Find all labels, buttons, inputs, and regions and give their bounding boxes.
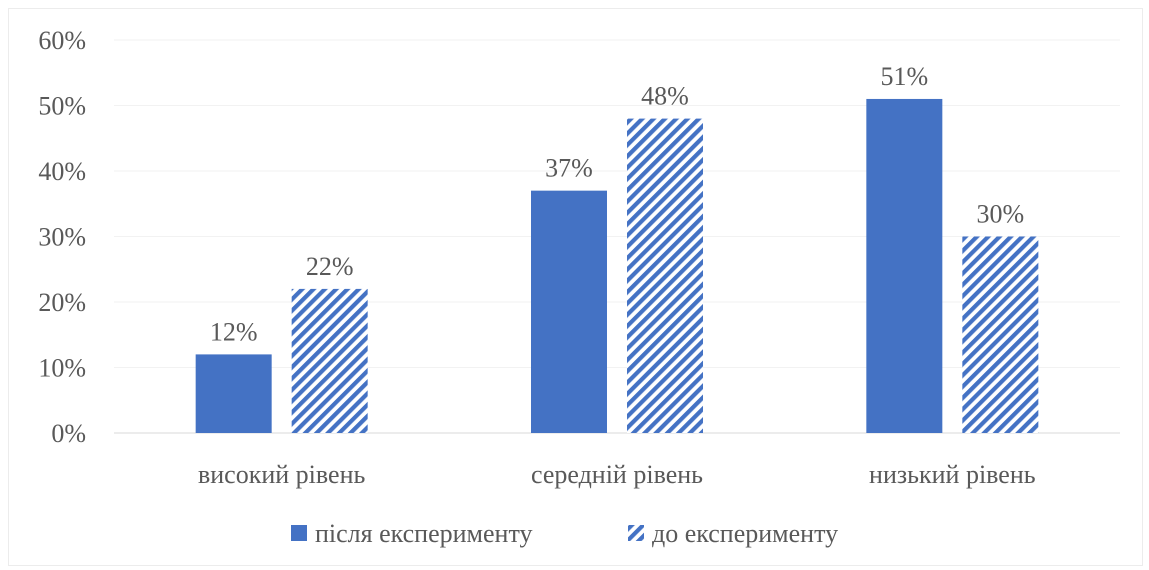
y-tick-label: 40%	[38, 157, 86, 186]
y-tick-label: 10%	[38, 354, 86, 383]
legend-label: після експерименту	[315, 519, 532, 548]
legend-label: до експерименту	[652, 519, 838, 548]
y-tick-label: 50%	[38, 92, 86, 121]
legend-swatch	[628, 525, 644, 541]
x-axis-ticks: високий рівень середній рівень низький рів…	[198, 460, 1036, 489]
data-label: 30%	[976, 200, 1024, 229]
bar	[291, 288, 368, 433]
gridlines	[114, 39, 1120, 434]
y-tick-label: 0%	[51, 419, 86, 448]
y-axis-ticks: 0% 10% 20% 30% 40% 50% 60%	[38, 26, 86, 448]
data-label: 37%	[545, 154, 593, 183]
bar	[962, 236, 1039, 433]
data-label: 51%	[880, 62, 928, 91]
bar	[531, 190, 607, 433]
bars	[195, 98, 1039, 433]
data-label: 22%	[306, 252, 354, 281]
legend: після експерименту до експерименту	[291, 519, 838, 548]
x-tick-label: середній рівень	[531, 460, 703, 489]
data-label: 48%	[641, 82, 689, 111]
x-tick-label: низький рівень	[869, 460, 1036, 489]
bar	[195, 354, 272, 433]
y-tick-label: 30%	[38, 223, 86, 252]
legend-swatch	[291, 525, 307, 541]
bar	[627, 118, 703, 433]
x-tick-label: високий рівень	[198, 460, 365, 489]
bar	[866, 98, 943, 433]
data-label: 12%	[210, 317, 258, 346]
data-labels: 12% 22% 37% 48% 51% 30%	[210, 62, 1024, 346]
y-tick-label: 60%	[38, 26, 86, 55]
y-tick-label: 20%	[38, 288, 86, 317]
